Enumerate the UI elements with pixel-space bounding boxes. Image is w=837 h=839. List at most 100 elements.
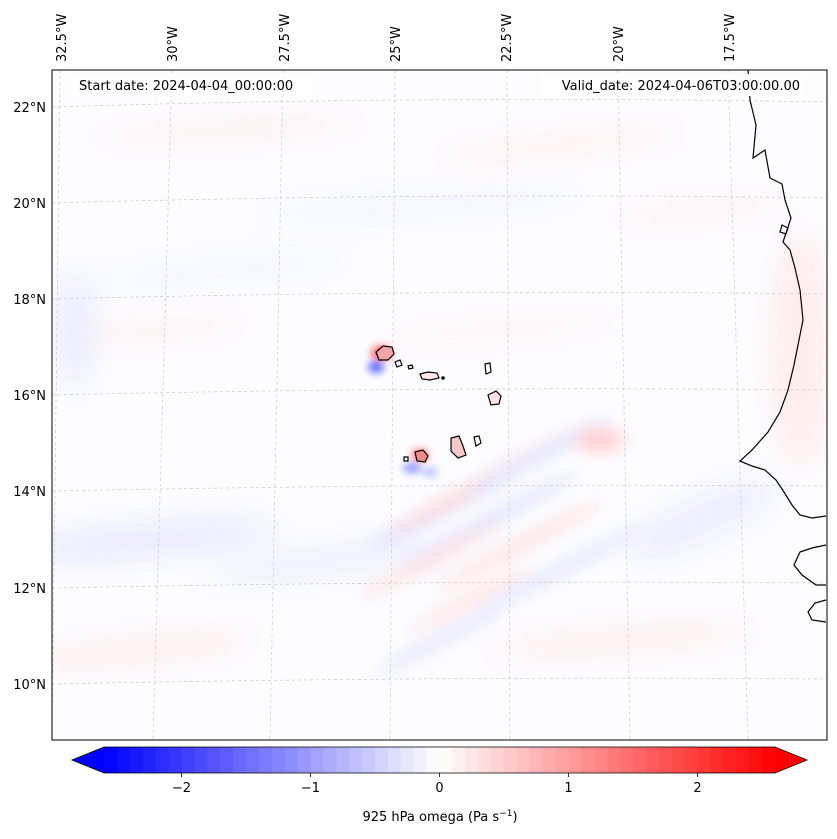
colorbar-cell (478, 747, 492, 773)
colorbar-tick-label: 1 (564, 781, 572, 796)
weak-ascent-band (211, 538, 449, 582)
colorbar-cell (284, 747, 299, 773)
lon-label: 27.5°W (278, 14, 293, 62)
colorbar-cell (633, 747, 647, 773)
colorbar-cell (374, 747, 389, 773)
colorbar-cell (736, 747, 750, 773)
colorbar-low-extend (72, 747, 104, 773)
parallel-10N (52, 677, 827, 685)
colorbar-cell (594, 747, 608, 773)
meridian-17.5W (727, 70, 749, 740)
colorbar-cell (439, 747, 454, 773)
colorbar-cell (233, 747, 247, 773)
colorbar-cell (155, 747, 170, 773)
colorbar-cell (400, 747, 415, 773)
lat-label: 20°N (13, 197, 46, 212)
weak-descent-band (52, 317, 250, 343)
ascent-cell (403, 463, 421, 473)
parallel-12N (52, 581, 827, 589)
weak-descent-band (430, 126, 690, 164)
start-date-label: Start date: 2024-04-04_00:00:00 (79, 79, 293, 94)
colorbar-cell (310, 747, 324, 773)
lon-label: 32.5°W (55, 14, 70, 62)
colorbar-cell (413, 747, 428, 773)
weak-descent-band (480, 622, 760, 658)
colorbar-cell (323, 747, 337, 773)
colorbar-cell (104, 747, 118, 773)
colorbar-ticks: −2 −1 0 1 2 (172, 773, 702, 796)
colorbar-cell (581, 747, 595, 773)
colorbar-cell (142, 747, 157, 773)
colorbar-cell (258, 747, 273, 773)
lon-label: 20°W (612, 26, 627, 62)
wave-ascent-band (401, 472, 579, 568)
colorbar-cell (723, 747, 737, 773)
colorbar-cell (697, 747, 712, 773)
weak-ascent-band (90, 253, 350, 287)
island-santiago (450, 435, 467, 459)
weak-ascent-band (52, 518, 280, 562)
weak-descent-band (770, 230, 827, 470)
wave-ascent-band (469, 417, 611, 493)
colorbar-cell (620, 747, 634, 773)
descent-patch (575, 428, 625, 452)
lat-label: 10°N (13, 678, 46, 693)
wave-descent-band (436, 500, 604, 590)
colorbar-cell (336, 747, 350, 773)
colorbar-cell (542, 747, 557, 773)
colorbar-cell (749, 747, 763, 773)
colorbar-cell (220, 747, 234, 773)
lon-label: 17.5°W (723, 14, 738, 62)
colorbar-cell (762, 747, 776, 773)
parallel-18N (52, 291, 827, 300)
lon-label: 25°W (389, 26, 404, 62)
weak-descent-band (610, 197, 790, 223)
colorbar-cell (168, 747, 183, 773)
meridian-30W (152, 70, 173, 740)
meridian-32.5W (52, 70, 61, 740)
parallel-22N (52, 99, 827, 108)
valid-date-box (540, 74, 806, 96)
colorbar-title-close: ) (512, 810, 517, 825)
colorbar-tick-label: −1 (301, 781, 320, 796)
colorbar-cell (684, 747, 699, 773)
weak-descent-band (380, 316, 620, 344)
meridian-22.5W (506, 70, 511, 740)
colorbar-cell (491, 747, 505, 773)
colorbar-outline (70, 746, 809, 774)
colorbar-title-exponent: −1 (499, 809, 512, 819)
strong-ascent-cell (368, 361, 384, 373)
colorbar-cell (645, 747, 660, 773)
islet (441, 376, 445, 380)
colorbar-cell (529, 747, 544, 773)
colorbar-cell (245, 747, 260, 773)
wave-ascent-band (476, 525, 644, 615)
colorbar: −2 −1 0 1 2 925 hPa omega (Pa s−1) (70, 746, 809, 825)
weak-ascent-band (57, 270, 93, 390)
colorbar-tick-label: −2 (172, 781, 191, 796)
lon-label: 22.5°W (500, 14, 515, 62)
start-date-box (72, 74, 312, 96)
lon-label: 30°W (166, 26, 181, 62)
parallel-14N (52, 484, 827, 492)
lat-label: 16°N (13, 389, 46, 404)
colorbar-cell (271, 747, 286, 773)
island-boa-vista (487, 390, 502, 406)
island-sao-vicente (394, 359, 403, 368)
colorbar-cell (607, 747, 621, 773)
parallel-16N (52, 388, 827, 396)
coastal-island (779, 224, 789, 235)
lat-label: 12°N (13, 582, 46, 597)
lat-label: 22°N (13, 101, 46, 116)
wave-ascent-band (378, 606, 502, 674)
island-santo-antao (375, 345, 395, 361)
island-maio (473, 435, 482, 447)
colorbar-cells (104, 747, 776, 773)
island-sal (484, 362, 492, 375)
colorbar-cell (116, 747, 131, 773)
colorbar-cell (504, 747, 518, 773)
lat-label: 14°N (13, 485, 46, 500)
colorbar-cell (465, 747, 479, 773)
graticule (52, 70, 827, 740)
